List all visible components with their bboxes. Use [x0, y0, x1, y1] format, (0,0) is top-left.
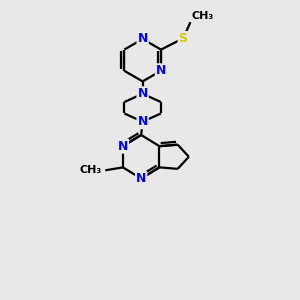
Text: CH₃: CH₃ [192, 11, 214, 21]
Text: N: N [137, 115, 148, 128]
Text: N: N [137, 32, 148, 46]
Text: N: N [137, 87, 148, 100]
Text: N: N [136, 172, 146, 185]
Text: N: N [156, 64, 166, 77]
Text: N: N [118, 140, 128, 153]
Text: CH₃: CH₃ [80, 165, 102, 175]
Text: S: S [178, 32, 188, 45]
